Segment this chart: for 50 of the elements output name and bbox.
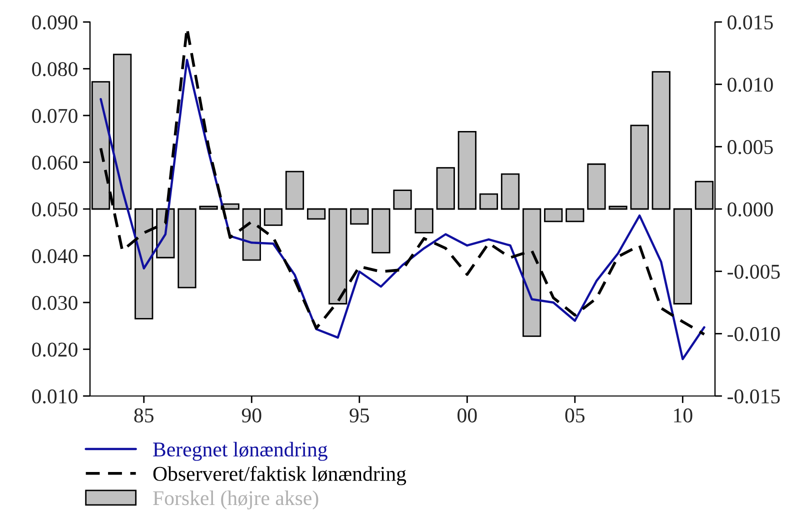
bar <box>500 173 520 210</box>
y-tick-label: 0.070 <box>32 108 78 124</box>
bar <box>328 208 348 304</box>
bar <box>414 208 434 234</box>
bar <box>566 208 584 222</box>
bar <box>630 124 649 210</box>
y2-tick-label: 0.010 <box>728 78 773 92</box>
bar <box>199 206 218 210</box>
x-tick-label: 90 <box>242 408 262 422</box>
bar <box>587 163 606 210</box>
bar <box>113 54 132 210</box>
y2-tick-label: -0.005 <box>728 264 780 279</box>
bar <box>306 208 326 220</box>
bar <box>436 167 455 210</box>
y2-tick-label: 0.005 <box>728 140 773 154</box>
bar <box>673 208 692 304</box>
y2-tick-label: -0.015 <box>728 389 780 404</box>
y-tick-label: 0.030 <box>32 296 78 310</box>
bar <box>458 131 476 210</box>
y2-tick-label: -0.010 <box>728 327 780 342</box>
bar <box>178 208 196 288</box>
y2-tick-label: 0.000 <box>728 202 773 217</box>
bar <box>393 190 412 210</box>
y-tick-label: 0.040 <box>32 249 78 264</box>
y2-tick-label: 0.015 <box>728 15 773 30</box>
bar <box>544 208 563 222</box>
legend-label: Forskel (højre akse) <box>153 490 318 510</box>
bar <box>134 208 154 320</box>
bar <box>652 71 670 210</box>
y-tick-label: 0.060 <box>32 156 78 170</box>
bar <box>285 170 304 210</box>
line-series <box>100 58 706 360</box>
bar <box>479 193 498 210</box>
x-tick-label: 85 <box>134 408 154 422</box>
y-tick-label: 0.080 <box>32 62 78 76</box>
x-tick-label: 95 <box>350 408 369 422</box>
bar <box>264 208 283 226</box>
x-tick-label: 00 <box>458 408 477 422</box>
bar <box>242 208 261 261</box>
legend-label: Beregnet lønændring <box>153 442 328 461</box>
x-tick-label: 10 <box>674 408 692 422</box>
y-tick-label: 0.020 <box>32 342 78 357</box>
bar <box>350 208 369 225</box>
y-tick-label: 0.010 <box>32 389 78 404</box>
bar <box>608 206 628 210</box>
y-tick-label: 0.050 <box>32 202 78 217</box>
x-tick-label: 05 <box>565 408 585 422</box>
bar <box>372 208 390 254</box>
legend-label: Observeret/faktisk lønændring <box>153 466 406 486</box>
y-tick-label: 0.090 <box>32 15 78 30</box>
